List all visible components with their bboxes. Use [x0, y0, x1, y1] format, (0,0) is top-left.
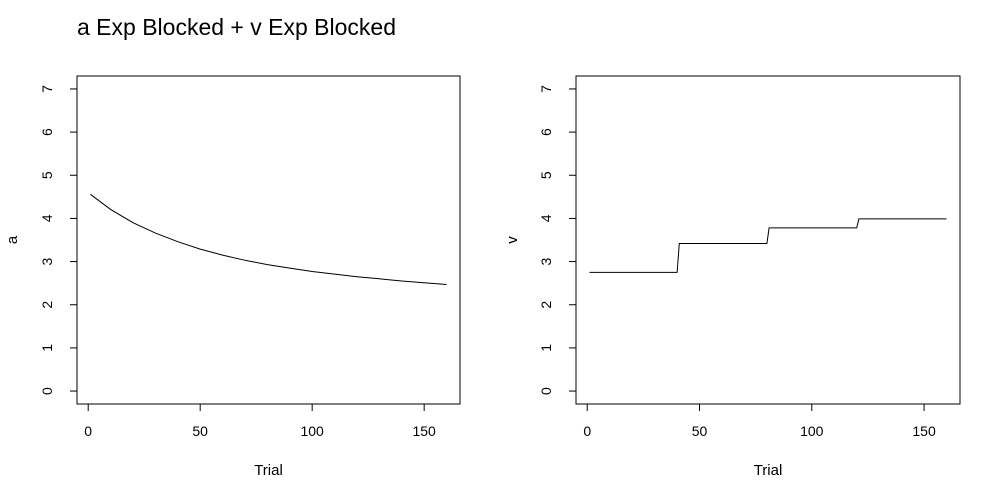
y-tick-label-v: 7: [538, 85, 554, 93]
panel-a: Trial a 0 50 100 150 0 1 2 3 4 5 6 7: [4, 75, 461, 479]
x-tick-label-v: 50: [692, 423, 708, 439]
series-line-a: [90, 193, 447, 285]
y-tick-label-v: 5: [538, 171, 554, 179]
y-axis-label-v: v: [504, 236, 521, 244]
y-tick-label-a: 4: [39, 214, 55, 222]
y-axis-label-a: a: [4, 235, 21, 244]
y-tick-label-a: 2: [39, 301, 55, 309]
x-axis-label-v: Trial: [754, 462, 783, 479]
y-tick-label-a: 3: [39, 257, 55, 265]
x-tick-label-a: 100: [300, 423, 324, 439]
plot-frame-v: [575, 75, 961, 405]
y-tick-label-a: 6: [39, 128, 55, 136]
y-tick-label-a: 5: [39, 171, 55, 179]
y-tick-label-a: 7: [39, 85, 55, 93]
x-tick-label-a: 0: [84, 423, 92, 439]
y-tick-label-v: 0: [538, 387, 554, 395]
panel-v: Trial v 0 50 100 150 0 1 2 3 4 5 6 7: [504, 75, 961, 479]
y-tick-label-v: 3: [538, 257, 554, 265]
chart-title: a Exp Blocked + v Exp Blocked: [77, 14, 396, 40]
plot-frame-a: [76, 75, 461, 405]
y-tick-label-v: 1: [538, 344, 554, 352]
x-tick-label-v: 0: [583, 423, 591, 439]
x-tick-label-a: 50: [192, 423, 208, 439]
y-tick-label-v: 6: [538, 128, 554, 136]
x-tick-label-v: 100: [800, 423, 824, 439]
series-line-v: [589, 218, 947, 273]
x-tick-label-a: 150: [412, 423, 436, 439]
x-tick-label-v: 150: [912, 423, 936, 439]
ticks-v: 0 50 100 150 0 1 2 3 4 5 6 7: [538, 85, 936, 439]
ticks-a: 0 50 100 150 0 1 2 3 4 5 6 7: [39, 85, 436, 439]
x-axis-label-a: Trial: [254, 462, 283, 479]
y-tick-label-a: 1: [39, 344, 55, 352]
y-tick-label-v: 2: [538, 301, 554, 309]
y-tick-label-a: 0: [39, 387, 55, 395]
y-tick-label-v: 4: [538, 214, 554, 222]
